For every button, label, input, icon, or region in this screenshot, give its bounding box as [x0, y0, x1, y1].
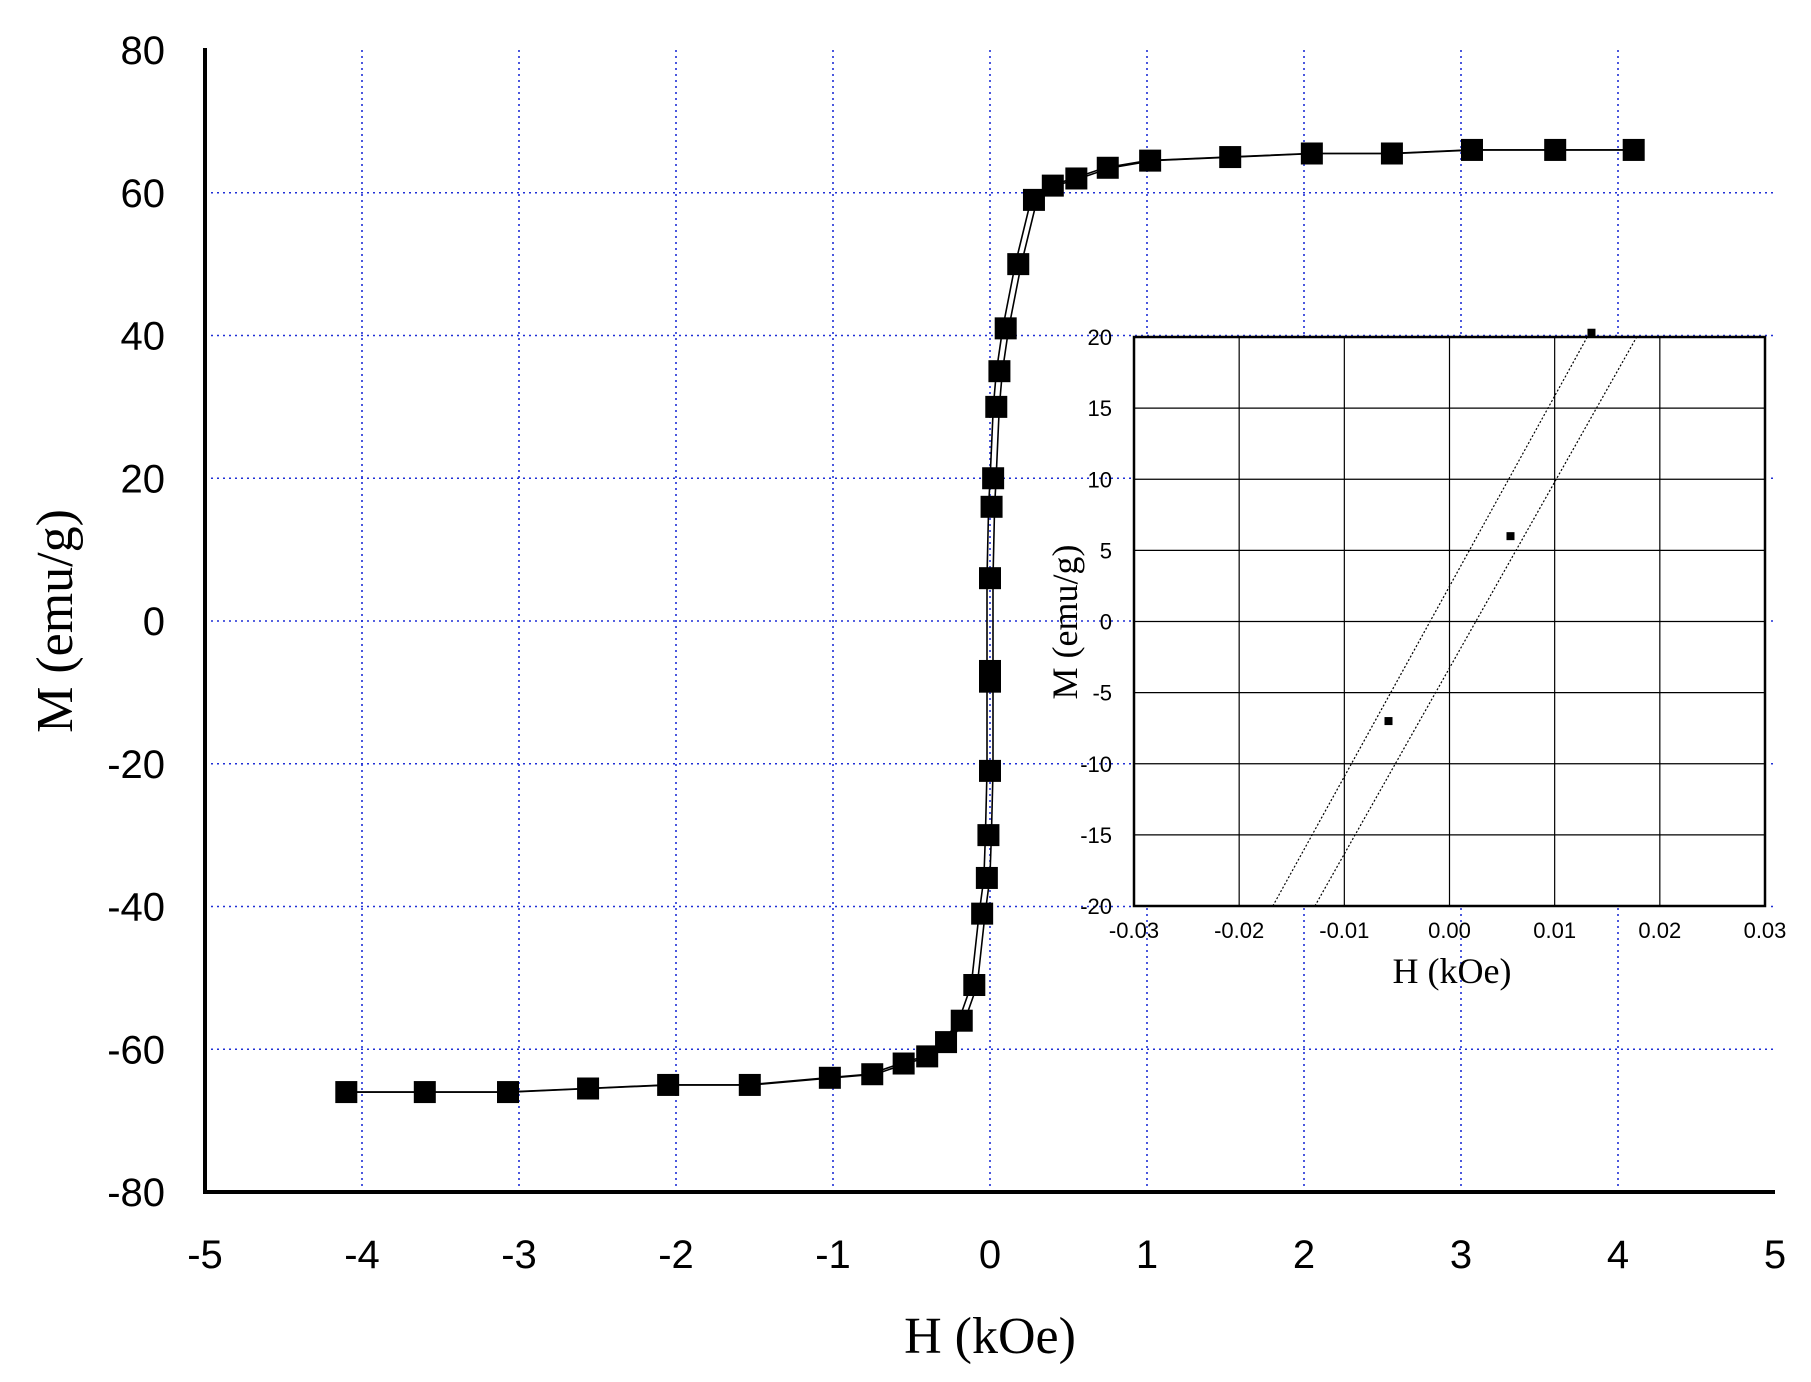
inset-y-tick-labels: -20 -15 -10 -5 0 5 10 15 20 [1080, 325, 1112, 919]
main-data-point [1096, 156, 1119, 179]
inset-x-tick-label: 0.01 [1533, 918, 1576, 943]
inset-x-tick-label: 0.02 [1638, 918, 1681, 943]
main-x-axis-label: H (kOe) [904, 1308, 1076, 1365]
inset-y-axis-label: M (emu/g) [1045, 545, 1085, 700]
main-series [335, 138, 1645, 1104]
inset-data-point [1506, 532, 1515, 541]
main-data-point [963, 974, 986, 997]
inset-frame [1132, 335, 1767, 908]
main-data-point [971, 902, 994, 925]
main-data-point [1622, 138, 1645, 161]
inset-y-tick-label: 10 [1088, 467, 1112, 492]
inset-y-tick-label: -10 [1080, 752, 1112, 777]
main-y-tick-labels: -80 -60 -40 -20 0 20 40 60 80 [107, 29, 165, 1215]
main-data-point [935, 1031, 958, 1054]
main-x-tick-label: -4 [344, 1233, 380, 1277]
main-data-point [861, 1063, 884, 1086]
inset-x-tick-label: 0.03 [1744, 918, 1787, 943]
inset-grid [1134, 337, 1765, 906]
main-data-point [1219, 146, 1242, 169]
inset-x-tick-label: -0.03 [1109, 918, 1159, 943]
main-data-point [979, 659, 1001, 682]
main-y-tick-label: -60 [107, 1028, 165, 1072]
main-data-point [979, 759, 1001, 782]
inset-y-tick-label: 0 [1100, 610, 1112, 635]
main-data-point [1300, 142, 1323, 165]
main-data-point [985, 395, 1008, 418]
main-data-point [979, 567, 1001, 590]
main-x-tick-labels: -5 -4 -3 -2 -1 0 1 2 3 4 5 [187, 1233, 1786, 1277]
main-y-tick-label: -80 [107, 1171, 165, 1215]
main-data-point [1007, 253, 1030, 276]
inset-y-tick-label: 20 [1088, 325, 1112, 350]
main-data-point [1380, 142, 1403, 165]
main-y-tick-label: -40 [107, 886, 165, 930]
main-x-tick-label: -5 [187, 1233, 223, 1277]
inset-data-point [1384, 717, 1393, 726]
main-data-point [1460, 138, 1483, 161]
main-y-tick-label: 60 [121, 172, 166, 216]
main-data-point [1022, 188, 1045, 211]
inset-data-point [1587, 328, 1596, 337]
main-data-point [916, 1045, 939, 1068]
main-y-tick-label: 80 [121, 29, 166, 73]
main-data-point [994, 317, 1017, 340]
inset-series [1272, 328, 1638, 907]
main-data-point [950, 1009, 973, 1032]
main-data-point [577, 1077, 600, 1100]
main-data-point [1139, 149, 1162, 172]
main-y-tick-label: 0 [143, 600, 165, 644]
main-axes [203, 48, 1775, 1194]
main-data-point [977, 824, 1000, 847]
main-data-point [892, 1052, 915, 1075]
main-data-point [975, 866, 998, 889]
main-data-point [1041, 174, 1064, 197]
main-y-tick-label: 40 [121, 315, 166, 359]
main-data-point [657, 1073, 680, 1096]
main-data-point [497, 1081, 520, 1104]
main-data-point [988, 360, 1011, 383]
inset-y-tick-label: 5 [1100, 538, 1112, 563]
main-data-point [1544, 138, 1567, 161]
main-data-point [982, 467, 1005, 490]
inset-axes [1132, 335, 1767, 908]
inset-x-tick-label: -0.01 [1319, 918, 1369, 943]
main-x-tick-label: 1 [1136, 1233, 1158, 1277]
inset-y-tick-label: -20 [1080, 894, 1112, 919]
inset-x-tick-label: 0.00 [1428, 918, 1471, 943]
main-x-tick-label: 2 [1293, 1233, 1315, 1277]
main-y-axis-label: M (emu/g) [27, 509, 84, 733]
inset-x-axis-label: H (kOe) [1393, 951, 1512, 991]
inset-x-tick-label: -0.02 [1214, 918, 1264, 943]
inset-background [1134, 337, 1770, 908]
main-x-tick-label: 3 [1450, 1233, 1472, 1277]
main-x-tick-label: -1 [815, 1233, 851, 1277]
inset-y-tick-label: 15 [1088, 396, 1112, 421]
main-data-point [738, 1073, 761, 1096]
inset-y-tick-label: -5 [1092, 681, 1112, 706]
inset-plot: -0.03 -0.02 -0.01 0.00 0.01 0.02 0.03 -20 -15 -1… [1045, 325, 1786, 991]
main-x-tick-label: 4 [1607, 1233, 1629, 1277]
main-data-point [980, 495, 1003, 518]
main-y-tick-label: 20 [121, 457, 166, 501]
inset-branch-line [1314, 336, 1638, 907]
main-x-tick-label: -3 [501, 1233, 537, 1277]
main-data-point [1065, 167, 1088, 190]
inset-y-tick-label: -15 [1080, 823, 1112, 848]
main-x-tick-label: 5 [1764, 1233, 1786, 1277]
main-data-point [413, 1081, 436, 1104]
inset-x-tick-labels: -0.03 -0.02 -0.01 0.00 0.01 0.02 0.03 [1109, 918, 1786, 943]
main-y-tick-label: -20 [107, 743, 165, 787]
inset-branch-line [1272, 336, 1588, 907]
main-x-tick-label: 0 [979, 1233, 1001, 1277]
main-data-point [818, 1066, 841, 1089]
main-x-tick-label: -2 [658, 1233, 694, 1277]
main-data-point [335, 1081, 358, 1104]
